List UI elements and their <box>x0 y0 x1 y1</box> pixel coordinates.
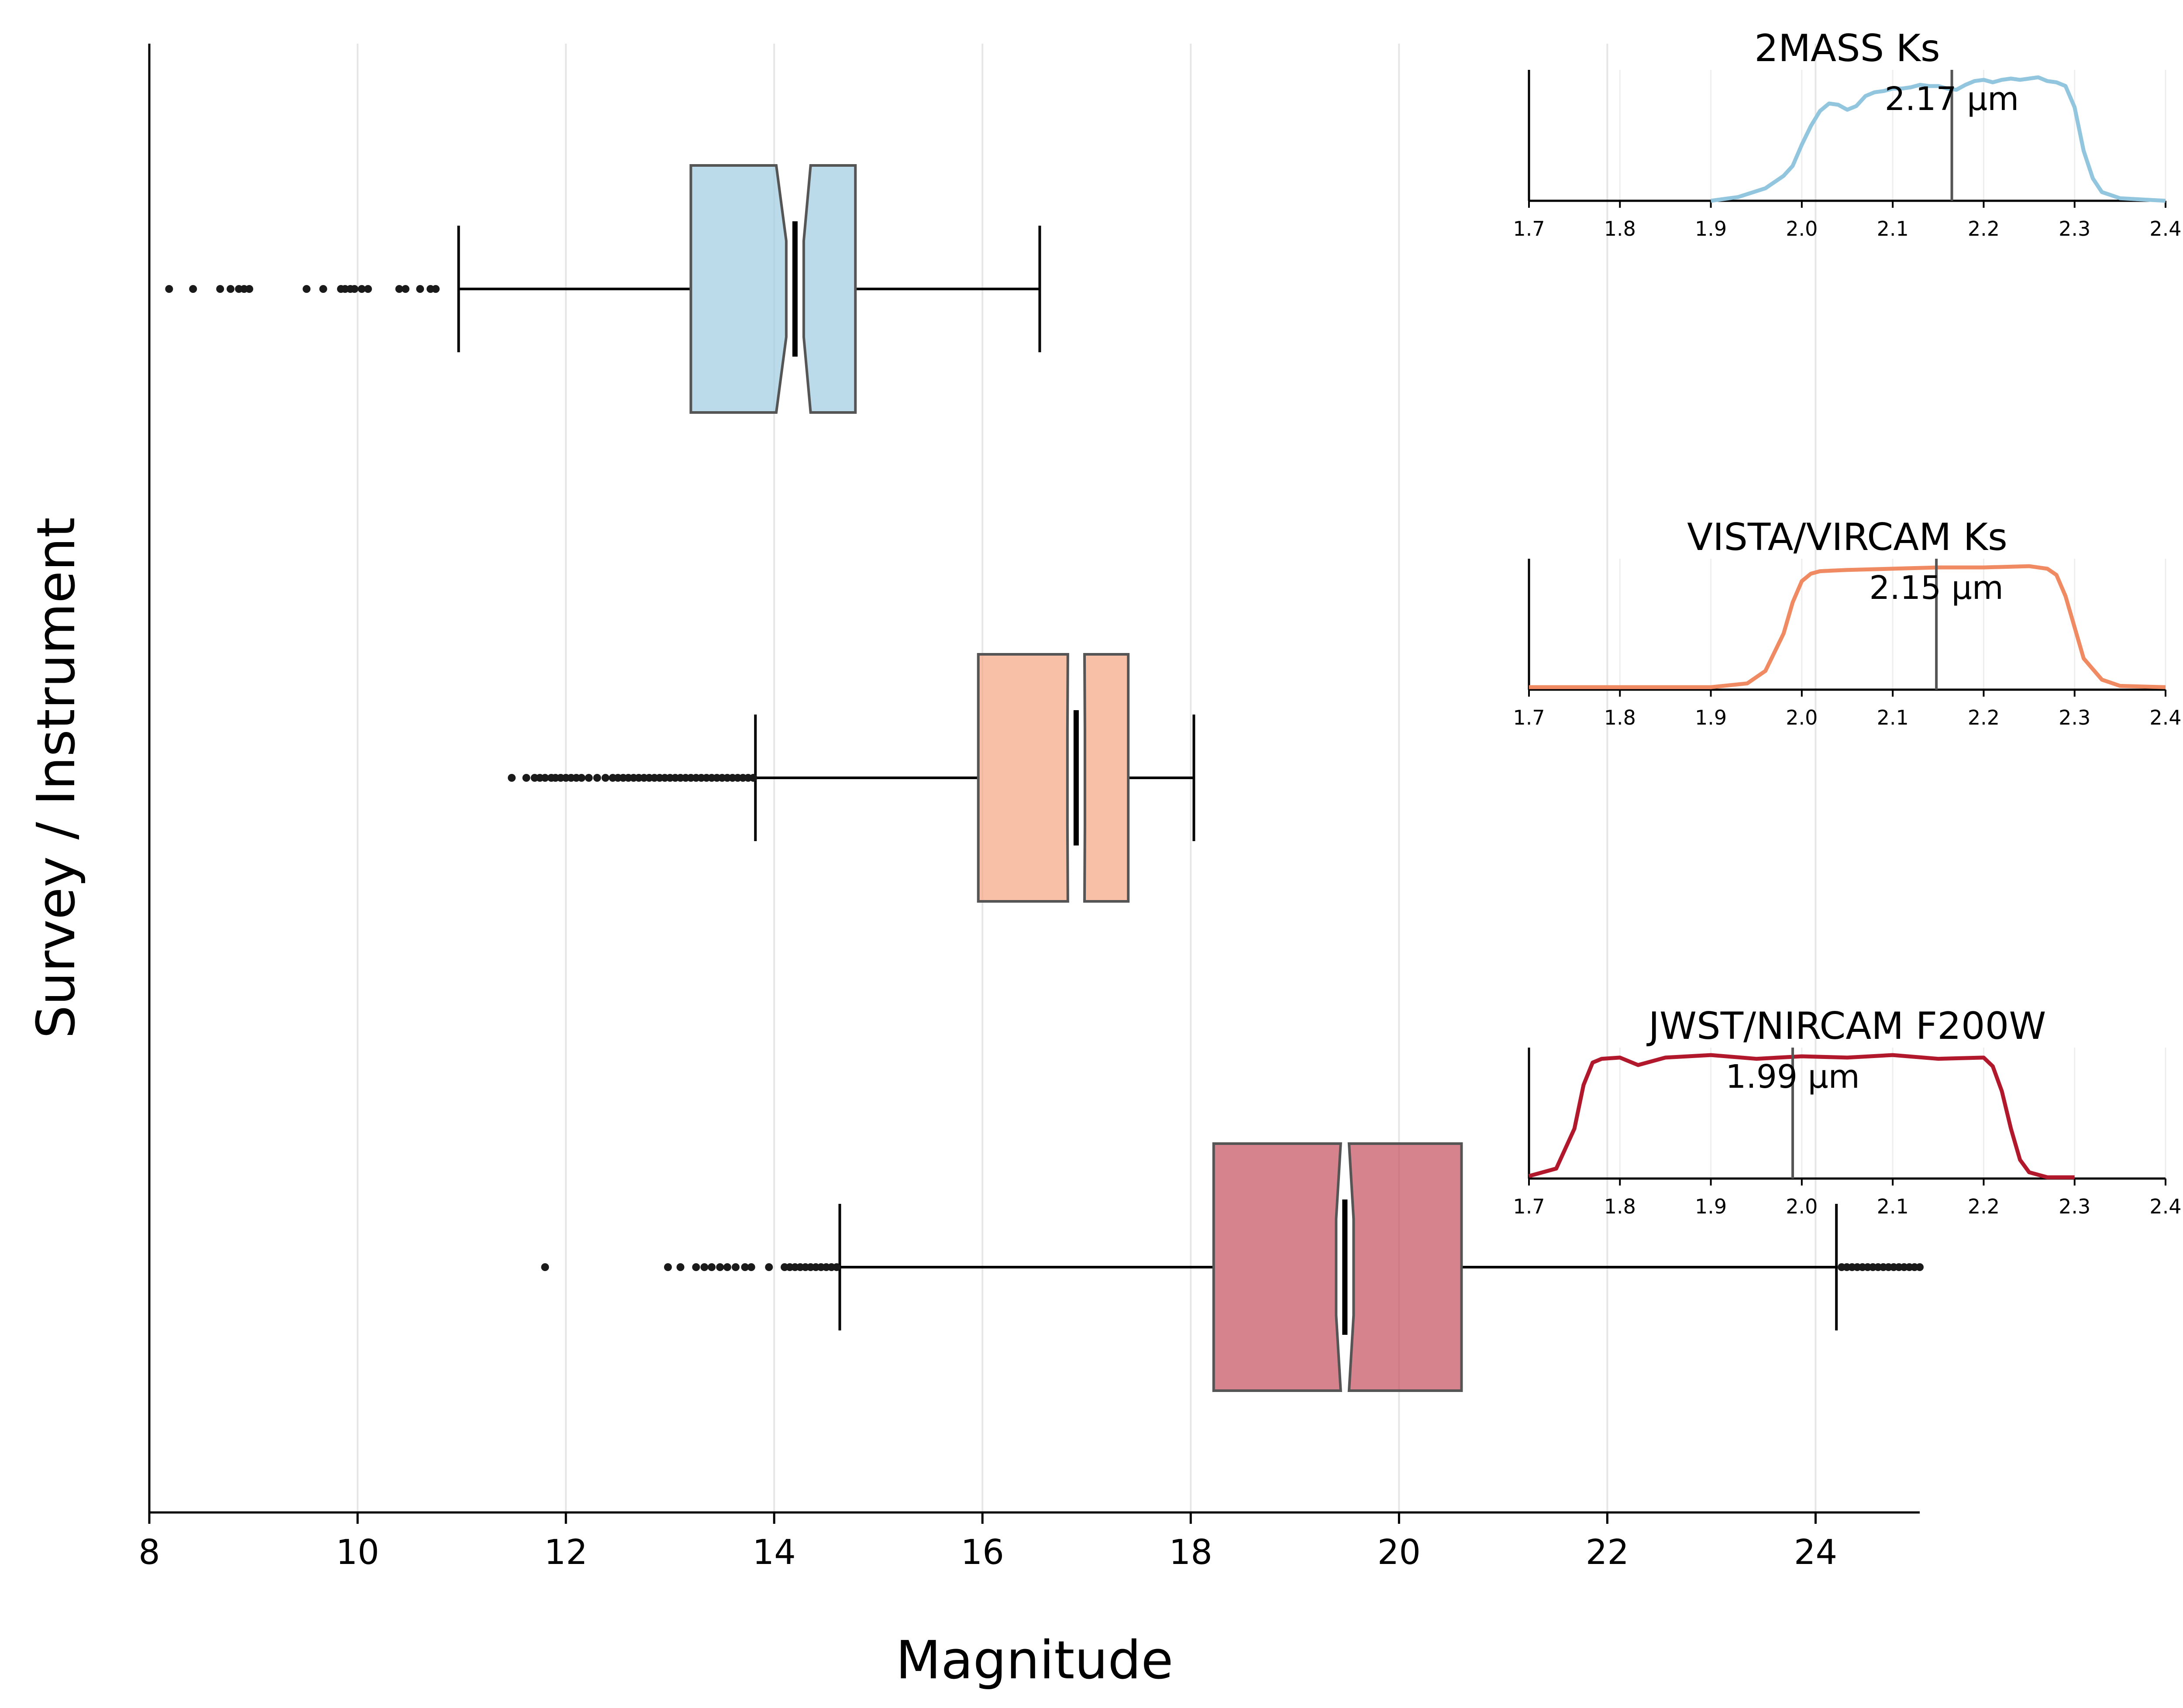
outlier-point <box>522 774 530 782</box>
inset-title: VISTA/VIRCAM Ks <box>1687 515 2007 559</box>
outlier-point <box>741 1263 749 1271</box>
central-wavelength-label: 1.99 µm <box>1725 1058 1859 1096</box>
outlier-point <box>676 1263 685 1271</box>
x-tick-label: 10 <box>336 1533 379 1572</box>
inset-x-tick-label: 2.3 <box>2059 706 2090 729</box>
outlier-point <box>731 1263 740 1271</box>
inset-x-tick-label: 1.7 <box>1513 217 1545 241</box>
outlier-point <box>227 285 235 293</box>
inset-title: 2MASS Ks <box>1754 27 1940 70</box>
inset-x-tick-label: 1.7 <box>1513 706 1545 729</box>
outlier-point <box>416 285 424 293</box>
outlier-point <box>585 774 593 782</box>
outlier-point <box>364 285 372 293</box>
box-series-2 <box>541 1142 1924 1392</box>
transmission-curve <box>1528 1053 2075 1179</box>
outlier-point <box>350 285 358 293</box>
outlier-point <box>833 1263 841 1271</box>
inset-1: 1.7 1.8 1.9 2.0 2.1 2.2 2.3 2.4 2.15 µm VISTA/VIR… <box>1513 515 2181 729</box>
outlier-point <box>395 285 403 293</box>
outlier-point <box>692 1263 700 1271</box>
outlier-point <box>765 1263 773 1271</box>
outlier-point <box>601 774 609 782</box>
outlier-point <box>747 1263 755 1271</box>
inset-x-tick-label: 2.0 <box>1786 706 1818 729</box>
y-axis-title: Survey / Instrument <box>26 517 87 1038</box>
inset-x-tick-label: 2.2 <box>1968 217 2000 241</box>
outlier-point <box>716 1263 724 1271</box>
outlier-point <box>749 774 758 782</box>
outlier-point <box>216 285 224 293</box>
central-wavelength-label: 2.17 µm <box>1885 80 2019 118</box>
inset-x-tick-label: 1.9 <box>1695 1195 1727 1218</box>
outlier-point <box>358 285 366 293</box>
outlier-point <box>577 774 585 782</box>
inset-x-tick-label: 1.8 <box>1604 217 1636 241</box>
outlier-point <box>1916 1263 1924 1271</box>
outlier-point <box>508 774 516 782</box>
x-tick-label: 24 <box>1794 1533 1837 1572</box>
inset-x-tick-label: 1.8 <box>1604 1195 1636 1218</box>
main-axes: 8 10 12 14 16 18 20 22 24 Magnitude Survey / Instr… <box>26 44 1920 1691</box>
inset-x-tick-label: 2.4 <box>2149 217 2181 241</box>
inset-x-tick-label: 2.3 <box>2059 217 2090 241</box>
inset-title: JWST/NIRCAM F200W <box>1646 1004 2046 1048</box>
inset-x-tick-label: 2.0 <box>1786 217 1818 241</box>
outlier-point <box>431 285 440 293</box>
outlier-point <box>245 285 253 293</box>
inset-x-tick-label: 2.1 <box>1877 1195 1909 1218</box>
x-tick-label: 14 <box>753 1533 796 1572</box>
inset-0: 1.7 1.8 1.9 2.0 2.1 2.2 2.3 2.4 2.17 µm 2MASS Ks <box>1513 27 2181 241</box>
outlier-point <box>189 285 197 293</box>
inset-x-tick-label: 1.9 <box>1695 706 1727 729</box>
inset-x-tick-label: 2.2 <box>1968 706 2000 729</box>
inset-x-tick-label: 2.0 <box>1786 1195 1818 1218</box>
box-plots <box>165 164 1924 1392</box>
x-tick-label: 12 <box>544 1533 587 1572</box>
inset-x-tick-label: 2.4 <box>2149 706 2181 729</box>
outlier-point <box>541 774 549 782</box>
x-tick-label: 22 <box>1586 1533 1629 1572</box>
outlier-point <box>319 285 327 293</box>
outlier-point <box>700 1263 709 1271</box>
box-series-1 <box>508 653 1195 903</box>
central-wavelength-label: 2.15 µm <box>1869 569 2003 607</box>
inset-2: 1.7 1.8 1.9 2.0 2.1 2.2 2.3 2.4 1.99 µm JWST/NIRC… <box>1513 1004 2181 1218</box>
transmission-curve <box>1529 564 2166 689</box>
outlier-point <box>165 285 173 293</box>
box-body <box>977 653 1130 903</box>
inset-x-tick-label: 1.9 <box>1695 217 1727 241</box>
outlier-point <box>541 1263 549 1271</box>
inset-x-tick-label: 2.3 <box>2059 1195 2090 1218</box>
outlier-point <box>401 285 410 293</box>
inset-x-tick-label: 2.4 <box>2149 1195 2181 1218</box>
box-body <box>1212 1142 1463 1392</box>
inset-x-tick-label: 2.2 <box>1968 1195 2000 1218</box>
outlier-point <box>708 1263 716 1271</box>
outlier-point <box>303 285 311 293</box>
inset-x-tick-label: 2.1 <box>1877 217 1909 241</box>
outlier-point <box>723 1263 731 1271</box>
inset-x-tick-label: 1.7 <box>1513 1195 1545 1218</box>
outlier-point <box>664 1263 672 1271</box>
inset-x-tick-label: 1.8 <box>1604 706 1636 729</box>
x-tick-label: 8 <box>138 1533 160 1572</box>
transmission-curve <box>1710 75 2166 203</box>
box-body <box>689 164 857 414</box>
x-axis-title: Magnitude <box>896 1630 1174 1691</box>
x-tick-label: 16 <box>961 1533 1004 1572</box>
box-series-0 <box>165 164 1041 414</box>
x-tick-label: 18 <box>1169 1533 1212 1572</box>
outlier-point <box>593 774 601 782</box>
x-tick-label: 20 <box>1377 1533 1421 1572</box>
inset-x-tick-label: 2.1 <box>1877 706 1909 729</box>
